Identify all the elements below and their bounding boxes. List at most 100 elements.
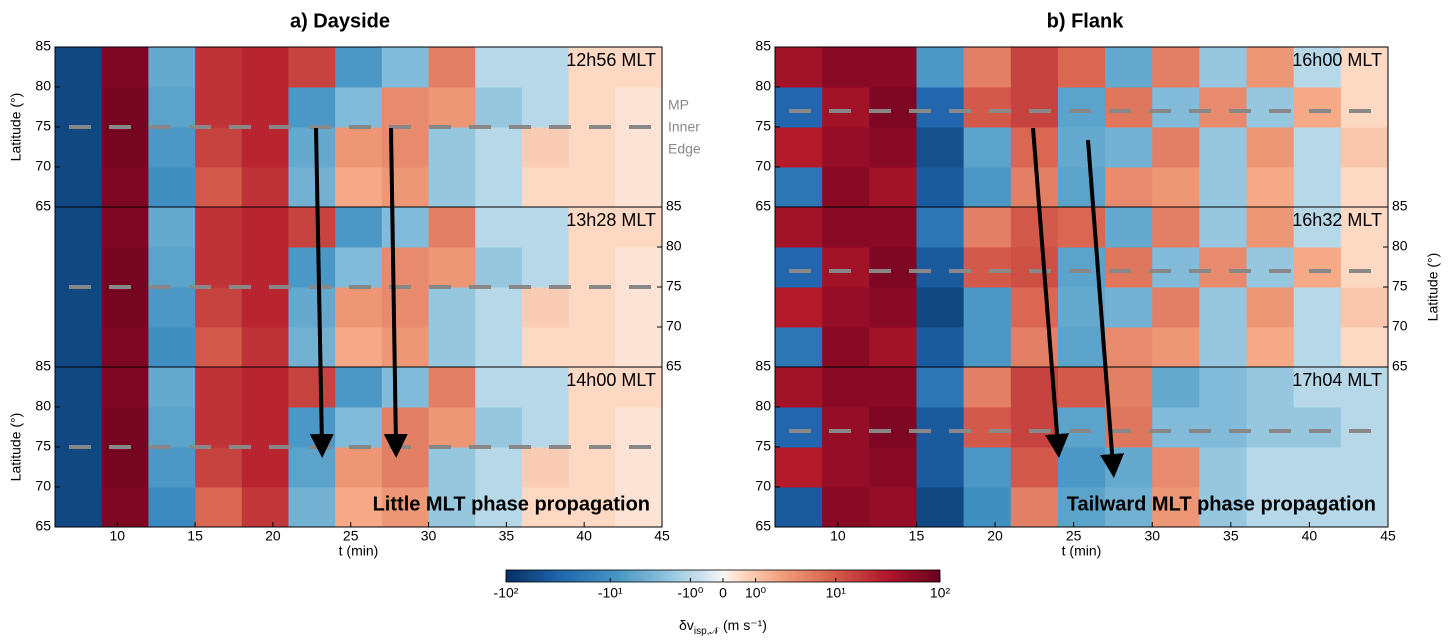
heatmap-cell — [1246, 447, 1295, 488]
y-axis-label: Latitude (°) — [1425, 253, 1441, 322]
heatmap-cell — [1010, 247, 1059, 288]
x-tick-label: 30 — [421, 528, 437, 544]
heatmap-cell — [1246, 327, 1295, 368]
y-tick-label: 70 — [35, 158, 51, 174]
heatmap-cell — [55, 367, 103, 408]
heatmap-cell — [1340, 167, 1389, 208]
heatmap-cell — [55, 287, 103, 328]
panel-title: b) Flank — [1047, 10, 1125, 32]
phase-arrow — [383, 127, 408, 458]
heatmap-cell — [475, 47, 523, 88]
mp-label: Inner — [668, 119, 700, 135]
heatmap-cell — [335, 127, 383, 168]
heatmap-cell — [1199, 247, 1248, 288]
heatmap-cell — [55, 167, 103, 208]
y-tick-label: 65 — [755, 518, 771, 534]
heatmap-cell — [568, 407, 616, 448]
heatmap-cell — [822, 487, 870, 528]
heatmap-cell — [1246, 487, 1295, 528]
heatmap-cell — [1199, 47, 1248, 88]
heatmap-cell — [963, 447, 1012, 488]
y-tick-label: 85 — [755, 358, 771, 374]
heatmap-cell — [428, 47, 476, 88]
heatmap-cell — [241, 167, 289, 208]
heatmap-cell — [1293, 287, 1342, 328]
heatmap-cell — [1105, 87, 1153, 128]
heatmap-cell — [475, 207, 523, 248]
heatmap-cell — [241, 367, 289, 408]
heatmap-cell — [335, 487, 383, 528]
mlt-label: 13h28 MLT — [566, 210, 656, 230]
heatmap-cell — [869, 87, 917, 128]
heatmap-cell — [1246, 167, 1295, 208]
y-tick-label: 75 — [755, 118, 771, 134]
y-tick-label: 80 — [35, 398, 51, 414]
heatmap-cell — [615, 447, 663, 488]
heatmap-cell — [1340, 287, 1389, 328]
heatmap-cell — [1246, 407, 1295, 448]
heatmap-cell — [428, 287, 476, 328]
heatmap-cell — [822, 327, 870, 368]
heatmap-cell — [869, 487, 917, 528]
heatmap-cell — [775, 327, 823, 368]
heatmap-cell — [428, 87, 476, 128]
annotation: Little MLT phase propagation — [373, 493, 650, 515]
heatmap-cell — [55, 47, 103, 88]
heatmap-cell — [916, 87, 965, 128]
heatmap-cell — [1010, 487, 1059, 528]
heatmap-cell — [521, 487, 570, 528]
heatmap-cell — [822, 247, 870, 288]
heatmap-cell — [1152, 447, 1200, 488]
heatmap-cell — [1152, 407, 1200, 448]
heatmap-cell — [475, 287, 523, 328]
heatmap-cell — [1246, 87, 1295, 128]
heatmap-cell — [195, 127, 243, 168]
heatmap-cell — [1105, 247, 1153, 288]
heatmap-cell — [568, 447, 616, 488]
heatmap-cell — [55, 487, 103, 528]
x-axis-label: t (min) — [1062, 543, 1102, 559]
x-tick-label: 25 — [1066, 528, 1082, 544]
heatmap-cell — [615, 167, 663, 208]
heatmap-cell — [1199, 327, 1248, 368]
heatmap-cell — [1293, 167, 1342, 208]
heatmap-cell — [568, 207, 616, 248]
heatmap-cell — [1057, 367, 1106, 408]
heatmap-cell — [101, 87, 149, 128]
heatmap-cell — [521, 87, 570, 128]
heatmap-cell — [615, 287, 663, 328]
x-axis-label: t (min) — [339, 543, 379, 559]
heatmap-cell — [1340, 407, 1389, 448]
y-tick-label: 85 — [755, 38, 771, 54]
heatmap-cell — [381, 167, 430, 208]
heatmap-cell — [335, 167, 383, 208]
heatmap-cell — [335, 247, 383, 288]
heatmap-cell — [335, 87, 383, 128]
heatmap-cell — [916, 407, 965, 448]
heatmap-cell — [335, 207, 383, 248]
heatmap-cell — [916, 287, 965, 328]
heatmap-cell — [869, 167, 917, 208]
heatmap-cell — [615, 327, 663, 368]
phase-arrow — [1031, 127, 1070, 458]
heatmap-cell — [101, 367, 149, 408]
heatmap-cell — [521, 247, 570, 288]
heatmap-cell — [1293, 87, 1342, 128]
heatmap-cell — [1057, 327, 1106, 368]
heatmap-cell — [195, 287, 243, 328]
heatmap-cell — [241, 127, 289, 168]
y-tick-label: 65 — [666, 358, 682, 374]
heatmap-cell — [615, 487, 663, 528]
heatmap-cell — [615, 247, 663, 288]
heatmap-cell — [288, 287, 336, 328]
heatmap-cell — [1340, 87, 1389, 128]
heatmap-cell — [148, 487, 196, 528]
colorbar-tick-label: -10¹ — [598, 585, 623, 601]
heatmap-cell — [775, 447, 823, 488]
x-tick-label: 35 — [1223, 528, 1239, 544]
panel-title: a) Dayside — [290, 10, 390, 32]
heatmap-cell — [869, 447, 917, 488]
heatmap-cell — [335, 407, 383, 448]
heatmap-cell — [381, 47, 430, 88]
heatmap-cell — [1105, 47, 1153, 88]
